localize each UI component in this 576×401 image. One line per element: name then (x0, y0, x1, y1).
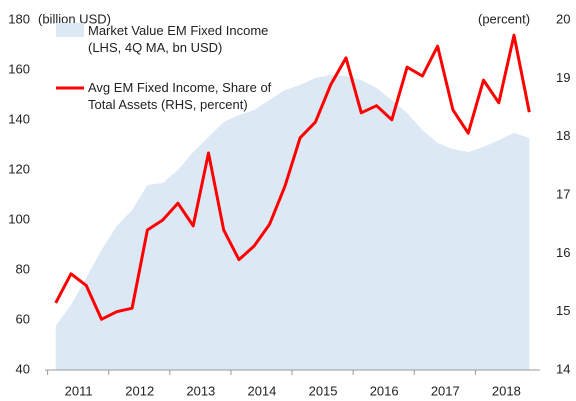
x-tick-label: 2013 (186, 383, 215, 398)
y2-tick-label: 17 (556, 186, 570, 201)
y-axis-label: (billion USD) (38, 11, 111, 26)
x-tick-label: 2017 (431, 383, 460, 398)
y2-tick-label: 20 (556, 11, 570, 26)
y-tick-label: 160 (8, 61, 30, 76)
y-tick-label: 40 (16, 361, 30, 376)
x-tick-label: 2016 (370, 383, 399, 398)
y2-tick-label: 18 (556, 128, 570, 143)
y-tick-label: 60 (16, 311, 30, 326)
area (55, 75, 530, 370)
y-tick-label: 180 (8, 11, 30, 26)
y2-tick-label: 14 (556, 361, 570, 376)
x-tick-label: 2011 (65, 383, 93, 398)
y-tick-label: 100 (8, 211, 30, 226)
x-tick-label: 2014 (247, 383, 276, 398)
legend-mark (56, 23, 84, 37)
y-tick-label: 80 (16, 261, 30, 276)
legend-label: Avg EM Fixed Income, Share of Total Asse… (88, 80, 272, 112)
legend-swatch (56, 23, 84, 37)
y2-tick-label: 16 (556, 245, 570, 260)
y2-tick-label: 15 (556, 303, 570, 318)
line (54, 33, 531, 321)
y2-axis-label: (percent) (478, 11, 530, 26)
y-tick-label: 120 (8, 161, 30, 176)
legend-swatch (56, 86, 84, 90)
y-tick-label: 140 (8, 111, 30, 126)
y2-tick-label: 19 (556, 70, 570, 85)
x-tick-label: 2015 (309, 383, 338, 398)
x-tick-label: 2018 (492, 383, 521, 398)
legend-label: Market Value EM Fixed Income (LHS, 4Q MA… (88, 23, 269, 55)
x-tick-label: 2012 (125, 383, 154, 398)
